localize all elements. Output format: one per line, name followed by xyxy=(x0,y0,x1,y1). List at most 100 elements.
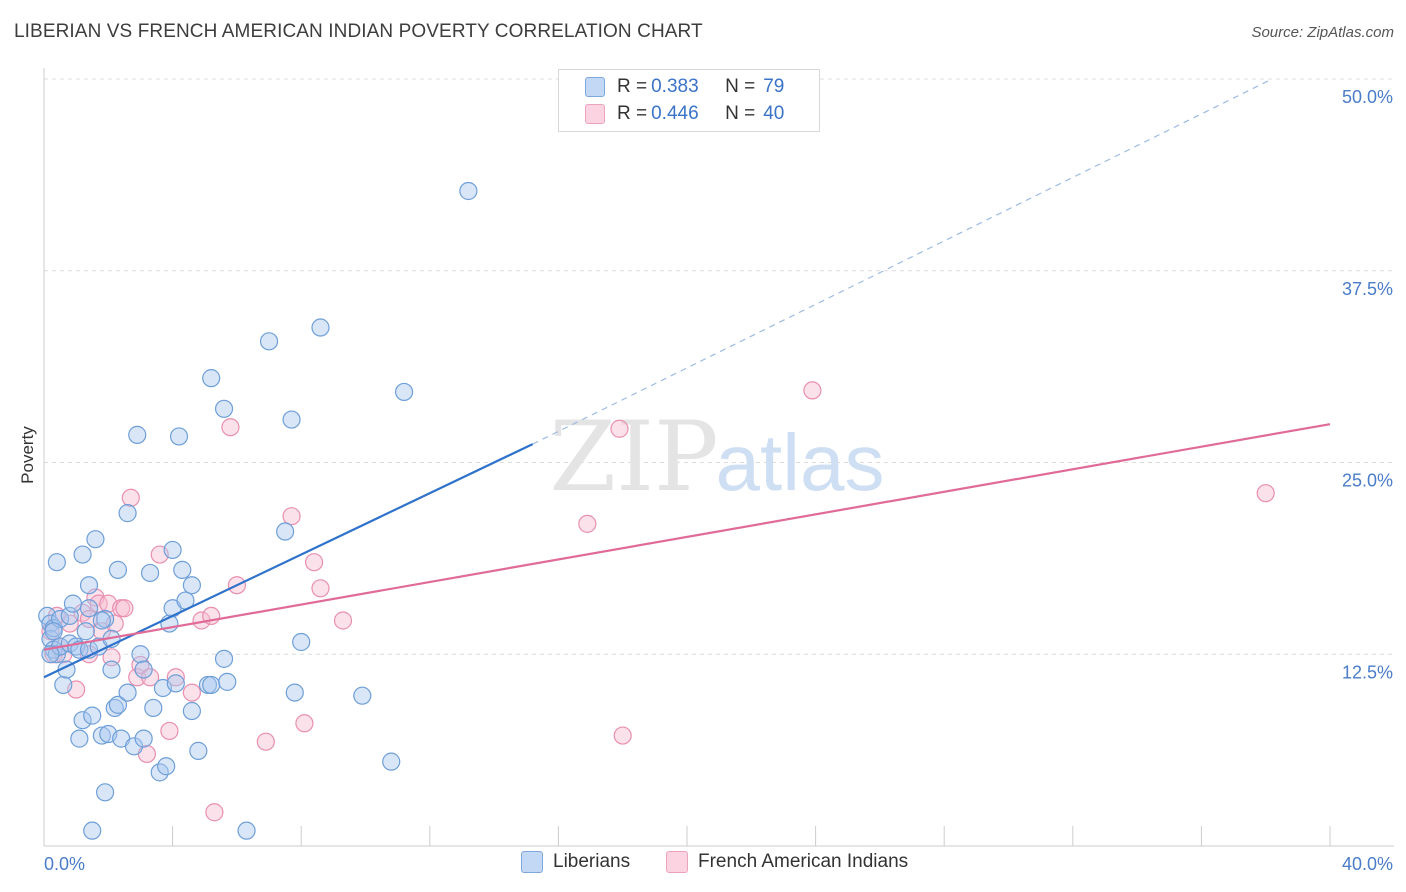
data-point-liberians xyxy=(86,530,105,549)
data-point-liberians xyxy=(202,369,221,388)
data-point-french-american-indians xyxy=(1256,484,1275,503)
legend-n-value: 40 xyxy=(763,103,785,124)
data-point-liberians xyxy=(166,674,185,693)
x-tick-label: 40.0% xyxy=(1342,854,1393,874)
data-point-french-american-indians xyxy=(578,514,597,533)
data-point-french-american-indians xyxy=(304,553,324,572)
legend-r-label: R = xyxy=(617,76,648,97)
data-point-liberians xyxy=(382,752,401,771)
data-point-liberians xyxy=(47,553,66,572)
data-point-liberians xyxy=(83,706,102,725)
data-point-liberians xyxy=(182,576,201,595)
data-point-liberians xyxy=(124,737,144,756)
data-point-french-american-indians xyxy=(166,668,185,687)
trend-line-liberians-extension xyxy=(532,78,1273,445)
data-point-liberians xyxy=(218,672,237,691)
data-point-french-american-indians xyxy=(333,611,353,630)
data-point-french-american-indians xyxy=(311,579,330,598)
legend-r-label: R = xyxy=(617,103,648,124)
x-tick-label: 0.0% xyxy=(44,854,85,874)
y-tick-label: 25.0% xyxy=(1342,471,1393,491)
legend-row-french-american-indians: R = 0.446 N = 40 xyxy=(585,102,784,126)
data-point-liberians xyxy=(118,683,137,702)
data-point-liberians xyxy=(108,560,128,579)
data-point-french-american-indians xyxy=(613,726,632,745)
data-point-liberians xyxy=(259,332,279,351)
data-point-liberians xyxy=(282,410,301,429)
data-point-liberians xyxy=(70,640,89,659)
y-tick-label: 12.5% xyxy=(1342,662,1393,682)
legend-r-value: 0.446 xyxy=(651,103,699,124)
data-point-liberians xyxy=(79,576,99,595)
data-point-liberians xyxy=(44,622,63,641)
data-point-liberians xyxy=(73,545,92,564)
trend-line-french-american-indians xyxy=(43,423,1331,651)
data-point-french-american-indians xyxy=(121,488,140,507)
data-point-liberians xyxy=(140,563,160,583)
tick-labels: 12.5% 25.0% 37.5% 50.0% 0.0% 40.0% xyxy=(44,87,1393,874)
data-point-liberians xyxy=(285,683,304,702)
watermark-zip: ZIP xyxy=(549,401,718,513)
legend-swatch-pink xyxy=(585,104,605,124)
data-point-liberians xyxy=(134,729,153,748)
data-point-liberians xyxy=(214,399,234,418)
data-point-liberians xyxy=(70,729,89,748)
data-point-french-american-indians xyxy=(803,381,822,400)
legend-n-label: N = xyxy=(725,76,756,97)
source-label: Source: ZipAtlas.com xyxy=(1251,24,1394,41)
data-point-french-american-indians xyxy=(282,507,301,526)
data-point-liberians xyxy=(311,318,330,337)
gridlines xyxy=(44,78,1394,655)
data-point-liberians xyxy=(144,698,163,718)
data-point-liberians xyxy=(54,675,73,695)
data-point-liberians xyxy=(63,594,83,613)
data-point-french-american-indians xyxy=(295,714,314,733)
series-liberians xyxy=(38,181,478,840)
watermark-atlas: atlas xyxy=(716,418,885,507)
data-point-liberians xyxy=(459,181,478,201)
series-legend: Liberians French American Indians xyxy=(0,851,1406,879)
data-point-liberians xyxy=(394,382,414,402)
data-point-french-american-indians xyxy=(610,419,629,438)
legend-item-liberians: Liberians xyxy=(521,851,630,873)
legend-n-value: 79 xyxy=(763,76,785,97)
data-point-liberians xyxy=(131,645,150,664)
data-point-liberians xyxy=(92,611,111,630)
data-point-liberians xyxy=(292,632,311,652)
legend-n-label: N = xyxy=(725,103,756,124)
data-point-liberians xyxy=(173,560,192,579)
data-point-french-american-indians xyxy=(221,418,240,437)
data-point-liberians xyxy=(214,649,234,668)
trend-line-liberians xyxy=(43,443,534,679)
data-point-liberians xyxy=(102,660,121,679)
data-point-liberians xyxy=(92,726,111,745)
legend-r-value: 0.383 xyxy=(651,76,699,97)
y-tick-label: 50.0% xyxy=(1342,87,1393,107)
legend-label-french-american-indians: French American Indians xyxy=(698,851,909,872)
legend-item-french-american-indians: French American Indians xyxy=(666,851,908,873)
data-point-liberians xyxy=(76,622,95,641)
data-point-liberians xyxy=(134,660,153,679)
series-french-american-indians xyxy=(41,381,1275,822)
legend-row-liberians: R = 0.383 N = 79 xyxy=(585,75,784,99)
data-point-liberians xyxy=(189,741,208,760)
data-point-liberians xyxy=(157,757,176,776)
legend-swatch-blue xyxy=(521,851,543,873)
trend-lines xyxy=(43,78,1331,679)
watermark: ZIP atlas xyxy=(549,401,884,513)
data-point-liberians xyxy=(276,522,295,541)
data-point-liberians xyxy=(237,821,256,840)
data-point-french-american-indians xyxy=(160,721,179,741)
data-point-liberians xyxy=(108,695,128,714)
data-point-french-american-indians xyxy=(115,599,134,618)
legend-swatch-blue xyxy=(585,77,605,97)
data-point-liberians xyxy=(83,821,102,840)
y-tick-label: 37.5% xyxy=(1342,279,1393,299)
legend-label-liberians: Liberians xyxy=(553,851,631,872)
correlation-legend: R = 0.383 N = 79 R = 0.446 N = 40 xyxy=(558,69,820,132)
data-point-french-american-indians xyxy=(256,732,275,751)
data-point-liberians xyxy=(169,427,189,446)
data-point-liberians xyxy=(118,504,137,523)
legend-swatch-pink xyxy=(666,851,688,873)
